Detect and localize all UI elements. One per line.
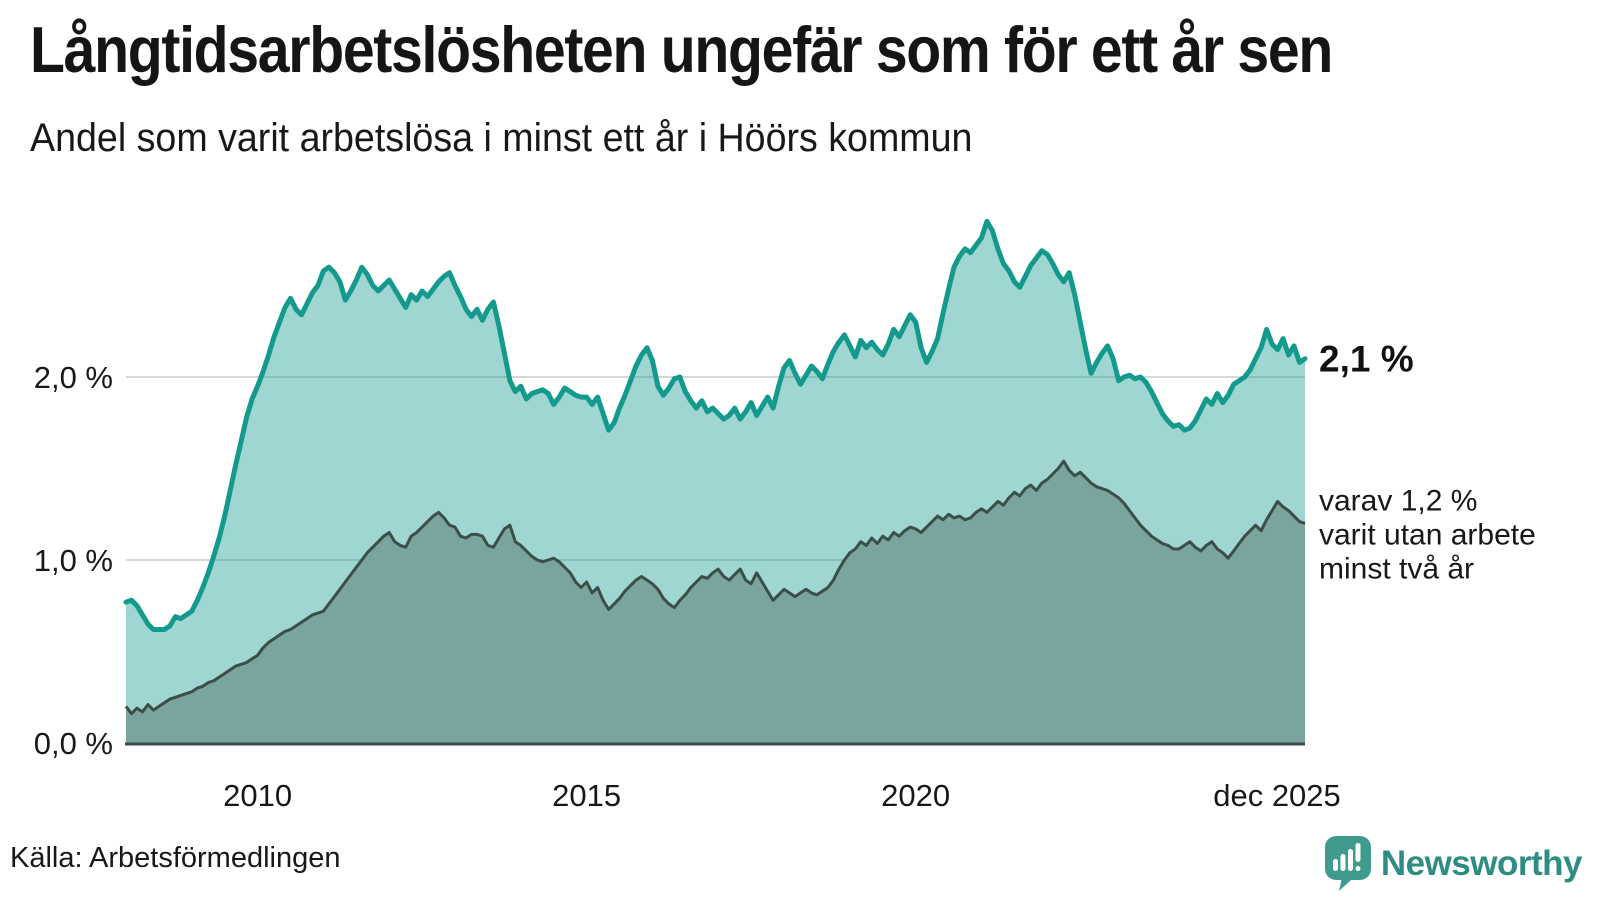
source-attribution: Källa: Arbetsförmedlingen — [10, 842, 341, 874]
page-title: Långtidsarbetslösheten ungefär som för e… — [30, 13, 1333, 86]
y-tick-label: 1,0 % — [34, 543, 113, 578]
x-tick-label: dec 2025 — [1213, 778, 1341, 813]
newsworthy-logo-icon — [1324, 836, 1371, 891]
x-tick-label: 2020 — [881, 778, 950, 813]
y-tick-label: 0,0 % — [34, 726, 113, 761]
end-label-note-line: minst två år — [1319, 553, 1474, 586]
x-tick-label: 2010 — [223, 778, 292, 813]
end-label-latest-value: 2,1 % — [1319, 339, 1414, 380]
exclamation-dot — [1355, 866, 1361, 871]
bar-2 — [1340, 854, 1346, 871]
exclamation-stem — [1355, 843, 1361, 862]
newsworthy-wordmark: Newsworthy — [1380, 844, 1583, 883]
series-area-min-two-years — [126, 461, 1305, 743]
end-label-note-line: varav 1,2 % — [1319, 485, 1477, 518]
bar-3 — [1347, 849, 1353, 871]
end-label-note-line: varit utan arbete — [1319, 519, 1536, 552]
chart-subtitle: Andel som varit arbetslösa i minst ett å… — [30, 116, 973, 160]
x-tick-label: 2015 — [552, 778, 621, 813]
series-line-min-one-year — [123, 218, 1308, 632]
series-line-min-two-years — [124, 459, 1306, 716]
newsworthy-brand: Newsworthy — [1324, 836, 1583, 892]
y-tick-label: 2,0 % — [34, 360, 113, 395]
bar-1 — [1332, 859, 1338, 871]
